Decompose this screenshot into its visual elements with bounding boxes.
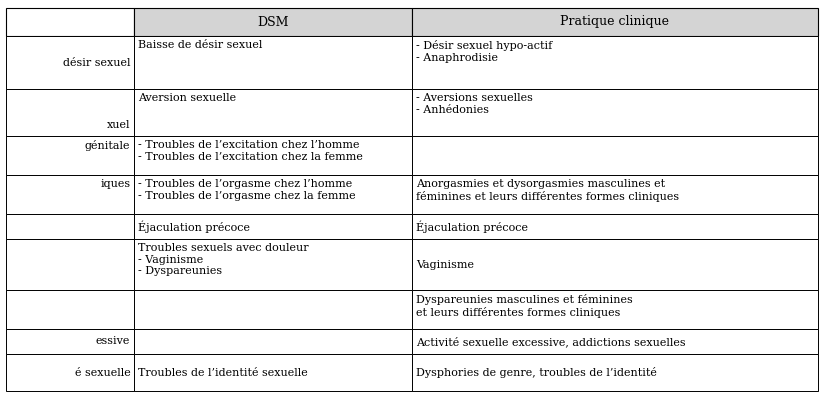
Bar bbox=[6, 36, 134, 89]
Bar bbox=[6, 175, 134, 214]
Text: - Désir sexuel hypo-actif
- Anaphrodisie: - Désir sexuel hypo-actif - Anaphrodisie bbox=[416, 40, 552, 63]
Bar bbox=[412, 175, 818, 214]
Bar bbox=[6, 329, 134, 354]
Text: - Troubles de l’excitation chez l’homme
- Troubles de l’excitation chez la femme: - Troubles de l’excitation chez l’homme … bbox=[138, 140, 363, 162]
Bar bbox=[6, 290, 134, 329]
Bar bbox=[6, 214, 134, 239]
Text: Anorgasmies et dysorgasmies masculines et
féminines et leurs différentes formes : Anorgasmies et dysorgasmies masculines e… bbox=[416, 179, 679, 202]
Bar bbox=[134, 214, 412, 239]
Text: essive: essive bbox=[96, 336, 130, 346]
Bar bbox=[412, 89, 818, 136]
Bar bbox=[134, 329, 412, 354]
Text: iques: iques bbox=[101, 179, 130, 189]
Bar bbox=[134, 175, 412, 214]
Text: Vaginisme: Vaginisme bbox=[416, 260, 474, 270]
Bar bbox=[134, 354, 412, 391]
Text: Éjaculation précoce: Éjaculation précoce bbox=[138, 220, 250, 233]
Bar bbox=[6, 354, 134, 391]
Bar bbox=[6, 8, 134, 36]
Bar bbox=[412, 354, 818, 391]
Text: Dysphories de genre, troubles de l’identité: Dysphories de genre, troubles de l’ident… bbox=[416, 367, 657, 378]
Text: Activité sexuelle excessive, addictions sexuelles: Activité sexuelle excessive, addictions … bbox=[416, 336, 686, 347]
Bar bbox=[6, 136, 134, 175]
Bar bbox=[6, 239, 134, 290]
Bar bbox=[134, 89, 412, 136]
Bar bbox=[134, 36, 412, 89]
Text: - Troubles de l’orgasme chez l’homme
- Troubles de l’orgasme chez la femme: - Troubles de l’orgasme chez l’homme - T… bbox=[138, 179, 356, 201]
Text: désir sexuel: désir sexuel bbox=[63, 58, 130, 68]
Text: Troubles de l’identité sexuelle: Troubles de l’identité sexuelle bbox=[138, 367, 308, 377]
Text: génitale: génitale bbox=[85, 140, 130, 151]
Bar bbox=[412, 36, 818, 89]
Bar bbox=[134, 239, 412, 290]
Text: Pratique clinique: Pratique clinique bbox=[560, 16, 669, 28]
Bar bbox=[412, 329, 818, 354]
Text: - Aversions sexuelles
- Anhédonies: - Aversions sexuelles - Anhédonies bbox=[416, 93, 533, 115]
Text: Aversion sexuelle: Aversion sexuelle bbox=[138, 93, 236, 103]
Bar bbox=[412, 290, 818, 329]
Bar bbox=[412, 136, 818, 175]
Text: Éjaculation précoce: Éjaculation précoce bbox=[416, 220, 528, 233]
Bar bbox=[134, 290, 412, 329]
Bar bbox=[412, 239, 818, 290]
Bar bbox=[412, 214, 818, 239]
Text: xuel: xuel bbox=[107, 120, 130, 130]
Bar bbox=[134, 8, 412, 36]
Text: é sexuelle: é sexuelle bbox=[74, 367, 130, 377]
Text: Baisse de désir sexuel: Baisse de désir sexuel bbox=[138, 40, 263, 50]
Text: Dyspareunies masculines et féminines
et leurs différentes formes cliniques: Dyspareunies masculines et féminines et … bbox=[416, 294, 633, 318]
Bar bbox=[134, 136, 412, 175]
Bar bbox=[6, 89, 134, 136]
Text: DSM: DSM bbox=[257, 16, 289, 28]
Text: Troubles sexuels avec douleur
- Vaginisme
- Dyspareunies: Troubles sexuels avec douleur - Vaginism… bbox=[138, 243, 309, 277]
Bar bbox=[412, 8, 818, 36]
